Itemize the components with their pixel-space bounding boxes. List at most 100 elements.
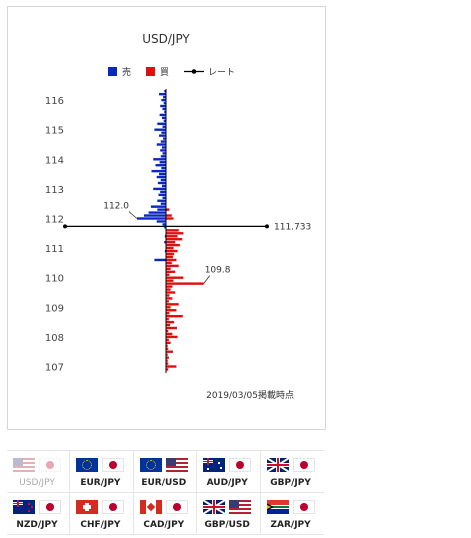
annotation-label-0: 112.0: [103, 202, 129, 212]
sell-bar-40: [157, 208, 166, 211]
sell-bar-2: [163, 95, 166, 99]
currency-pair-label: ZAR/JPY: [270, 520, 311, 530]
sell-bar-26: [161, 166, 166, 170]
sell-bar-36: [162, 196, 166, 199]
y-tick-label-1: 108: [45, 333, 64, 344]
sell-bar-41: [148, 211, 166, 214]
legend-label-1: 買: [160, 67, 169, 78]
buy-bar-3: [166, 229, 179, 232]
us-flag-icon: [229, 500, 252, 514]
legend-label-0: 売: [122, 66, 131, 78]
pair-grid-divider: [7, 534, 324, 535]
sell-bar-38: [160, 202, 166, 205]
sell-bar-39: [150, 205, 166, 208]
eu-flag-icon: [139, 458, 162, 472]
currency-pair-flags: [197, 458, 257, 472]
buy-bar-41: [166, 341, 171, 345]
za-flag-icon: [266, 500, 289, 514]
sell-bar-20: [160, 149, 166, 152]
currency-pair-label: CAD/JPY: [143, 520, 185, 530]
buy-bar-8: [166, 243, 180, 247]
buy-bar-27: [166, 300, 169, 303]
gb-flag-icon: [266, 458, 289, 472]
us-flag-icon: [13, 458, 35, 472]
currency-pair-flags: [70, 500, 130, 514]
buy-bar-35: [166, 323, 171, 327]
buy-bar-5: [166, 235, 178, 238]
annotation-label-1: 109.8: [205, 266, 231, 276]
buy-bar-11: [166, 252, 175, 256]
buy-bar-48: [166, 362, 169, 365]
date-note: 2019/03/05掲載時点: [206, 389, 294, 401]
order-book-chart-panel: USD/JPY 売 買 レート 107 108 109 110 111 112 113 114 11…: [7, 6, 326, 430]
currency-pair-label: AUD/JPY: [206, 478, 248, 488]
annotation-leader-0: [128, 211, 138, 219]
sell-bar-29: [156, 175, 166, 179]
buy-bar-44: [166, 350, 173, 353]
buy-bar-30: [166, 309, 177, 312]
currency-pair-flags: [70, 458, 130, 472]
currency-pair-gbp-usd[interactable]: GBP/USD: [197, 492, 257, 532]
sell-bar-35: [158, 193, 166, 197]
buy-bar-26: [166, 297, 173, 300]
order-book-chart: USD/JPY 売 買 レート 107 108 109 110 111 112 113 114 11…: [45, 32, 311, 401]
buy-bar-4: [166, 232, 184, 235]
currency-pair-flags: [134, 500, 194, 514]
nz-flag-icon: [13, 500, 35, 514]
sell-bar-47: [164, 235, 166, 238]
annotation-leader-1: [203, 275, 211, 284]
sell-bar-42: [143, 214, 166, 217]
buy-bar-23: [166, 288, 171, 291]
sell-bar-25: [155, 164, 166, 167]
jp-flag-icon: [165, 500, 188, 514]
currency-pair-eur-jpy[interactable]: EUR/JPY: [70, 450, 130, 490]
current-rate-label: 111.733: [274, 222, 311, 232]
sell-bar-10: [163, 119, 166, 123]
currency-pair-label: GBP/JPY: [270, 478, 311, 488]
currency-pair-eur-usd[interactable]: EUR/USD: [134, 450, 194, 490]
order-bars: [137, 90, 204, 371]
sell-bar-50: [154, 258, 166, 262]
price-annotations: 112.0 109.8: [103, 202, 231, 284]
buy-bar-21: [166, 282, 204, 285]
current-rate-marker-left: [63, 224, 67, 229]
buy-bar-1: [166, 214, 172, 217]
currency-pair-nzd-jpy[interactable]: NZD/JPY: [7, 492, 67, 532]
jp-flag-icon: [102, 458, 125, 472]
buy-bar-37: [166, 329, 169, 333]
sell-bar-7: [164, 110, 166, 114]
buy-bar-47: [166, 359, 168, 362]
jp-flag-icon: [39, 500, 61, 514]
sell-bar-0: [164, 90, 166, 93]
buy-bar-34: [166, 320, 175, 324]
currency-pair-cad-jpy[interactable]: CAD/JPY: [134, 492, 194, 532]
sell-bar-48: [164, 240, 166, 244]
sell-bar-27: [151, 169, 166, 173]
buy-bar-13: [166, 258, 177, 262]
legend-rate-dot: [191, 69, 197, 74]
currency-pair-zar-jpy[interactable]: ZAR/JPY: [261, 492, 321, 532]
currency-pair-gbp-jpy[interactable]: GBP/JPY: [261, 450, 321, 490]
currency-pair-flags: [261, 500, 321, 514]
y-tick-label-9: 116: [45, 96, 64, 107]
currency-pair-selector: USD/JPY EUR/JPY EUR/USD AUD/JPY GBP/JPY NZD/J…: [7, 450, 324, 535]
jp-flag-icon: [39, 458, 61, 472]
buy-bar-22: [166, 285, 173, 288]
y-tick-label-2: 109: [45, 303, 64, 314]
currency-pair-flags: [7, 500, 67, 514]
buy-bar-45: [166, 353, 168, 356]
sell-bar-31: [157, 181, 166, 185]
currency-pair-chf-jpy[interactable]: CHF/JPY: [70, 492, 130, 532]
sell-bar-1: [159, 92, 166, 96]
currency-pair-usd-jpy[interactable]: USD/JPY: [7, 450, 67, 490]
sell-bar-14: [161, 131, 166, 134]
legend-swatch-0: [108, 67, 117, 76]
pair-grid-divider: [7, 450, 324, 451]
buy-bar-28: [166, 303, 179, 306]
y-axis-ticks: 107 108 109 110 111 112 113 114 115 116: [45, 96, 64, 373]
currency-pair-aud-jpy[interactable]: AUD/JPY: [197, 450, 257, 490]
y-tick-label-6: 113: [45, 185, 64, 196]
ca-flag-icon: [139, 500, 162, 514]
us-flag-icon: [165, 458, 188, 472]
buy-bar-43: [166, 347, 169, 350]
